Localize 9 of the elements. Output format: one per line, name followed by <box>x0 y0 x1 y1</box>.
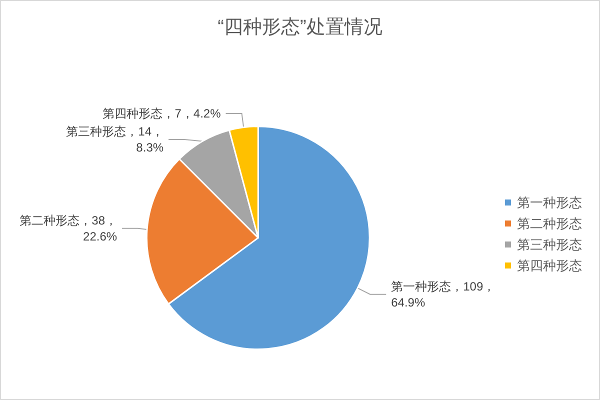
legend-label: 第二种形态 <box>517 216 582 231</box>
data-label: 第三种形态，14，8.3% <box>66 124 164 154</box>
data-label: 第一种形态，109，64.9% <box>391 279 496 310</box>
legend-label: 第一种形态 <box>517 195 582 210</box>
legend-label: 第三种形态 <box>517 237 582 252</box>
chart-title: “四种形态”处置情况 <box>218 17 382 38</box>
data-label: 第二种形态，38，22.6% <box>20 213 118 244</box>
data-label: 第四种形态，7，4.2% <box>102 106 222 120</box>
legend-label: 第四种形态 <box>517 258 582 273</box>
